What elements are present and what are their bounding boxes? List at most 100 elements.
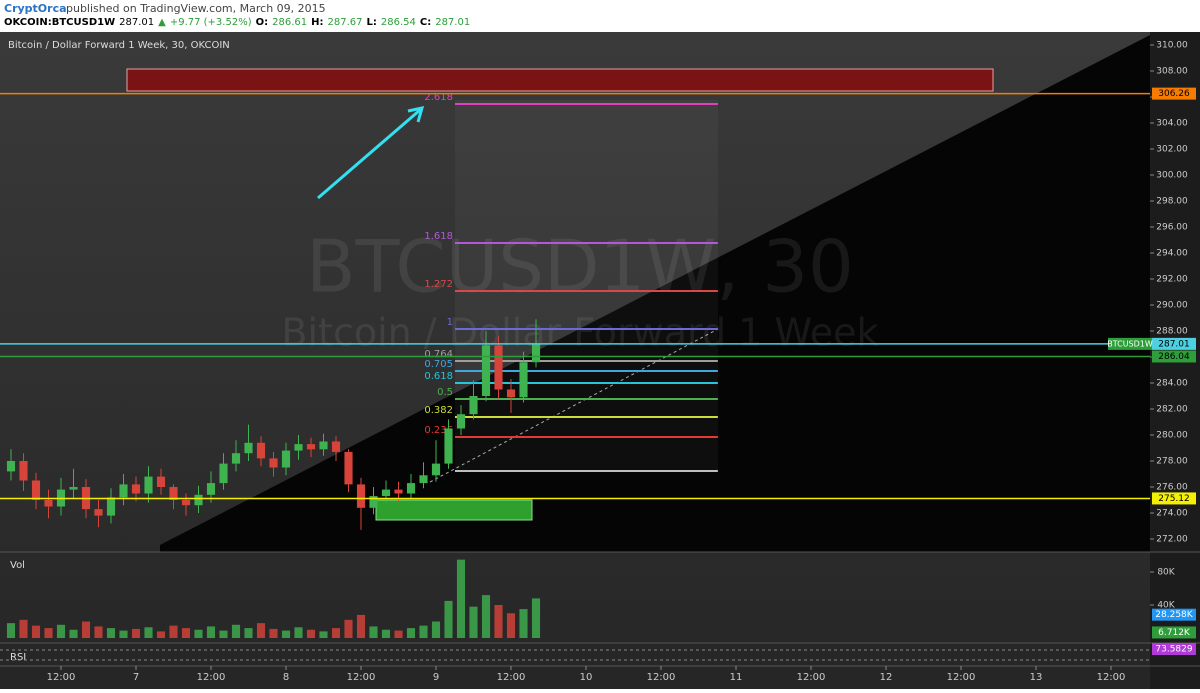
volume-label: 6.712K: [1158, 628, 1191, 638]
x-tick-label: 12:00: [947, 672, 976, 683]
volume-bar: [94, 626, 103, 638]
volume-bar: [119, 630, 128, 638]
candle-body: [381, 489, 391, 497]
candle-body: [156, 476, 166, 487]
trend-line: [429, 328, 719, 483]
shade: [160, 35, 1150, 552]
header-text: ▲: [158, 17, 166, 28]
price-label: 306.26: [1158, 89, 1190, 99]
x-tick-label: 7: [133, 672, 139, 683]
header-text: 287.01: [119, 17, 154, 28]
candle-body: [19, 461, 28, 481]
candle-body: [206, 483, 216, 495]
volume-bar: [244, 628, 253, 638]
candle-body: [119, 484, 128, 498]
fib-label: 2.618: [424, 92, 453, 103]
candle-body: [94, 509, 103, 516]
price-label-bg: [1152, 87, 1196, 100]
candle-body: [244, 442, 253, 454]
candle-body: [169, 487, 178, 500]
candle-body: [406, 483, 416, 494]
candle-body: [356, 484, 366, 508]
pane-title: Vol: [10, 560, 25, 571]
header-text: +9.77 (+3.52%): [170, 17, 252, 28]
candle-body: [456, 414, 466, 429]
volume-bar: [131, 628, 141, 638]
volume-bar: [506, 613, 516, 638]
volume-bar: [294, 627, 303, 638]
volume-bar: [456, 559, 466, 638]
volume-bar: [356, 614, 366, 638]
candle-body: [106, 497, 116, 516]
volume-bar: [6, 623, 16, 638]
fib-bg: [455, 100, 718, 470]
x-tick-label: 12:00: [47, 672, 76, 683]
candle-body: [281, 450, 291, 468]
volume-bar: [481, 595, 491, 638]
x-tick-label: 12:00: [647, 672, 676, 683]
volume-bar: [69, 629, 78, 638]
watermark: BTCUSD1W, 30: [306, 225, 854, 309]
header-text: L:: [366, 17, 376, 28]
volume-bar: [169, 625, 178, 638]
x-tick-label: 12:00: [497, 672, 526, 683]
price-label: 275.12: [1158, 494, 1190, 504]
volume-bar: [219, 630, 228, 638]
candle-body: [394, 489, 403, 494]
volume-bar: [194, 629, 203, 638]
y-tick-label: 308.00: [1156, 67, 1188, 77]
volume-bar: [56, 624, 66, 638]
candle-body: [44, 500, 53, 507]
fib-label: 1: [447, 317, 453, 328]
fib-label: 1.618: [424, 231, 453, 242]
y-tick-label: 274.00: [1156, 509, 1188, 519]
candle-body: [331, 441, 341, 452]
candle-body: [294, 444, 303, 451]
fib-label: 0.236: [424, 425, 453, 436]
author[interactable]: CryptOrca: [4, 2, 67, 15]
volume-bar: [531, 598, 541, 638]
volume-bar: [106, 628, 116, 638]
y-tick-label: 284.00: [1156, 379, 1188, 389]
candle-body: [531, 343, 541, 363]
volume-bar: [306, 629, 316, 638]
arrow-head: [407, 106, 425, 123]
y-tick-label: 302.00: [1156, 145, 1188, 155]
candle-body: [181, 500, 191, 506]
pane-title: RSI: [10, 652, 26, 663]
header-text: C:: [420, 17, 431, 28]
volume-bar: [494, 605, 503, 638]
x-tick-label: 12:00: [347, 672, 376, 683]
price-label-bg: [1152, 492, 1196, 505]
arrow: [317, 108, 421, 200]
candle-body: [231, 453, 241, 464]
volume-bar: [206, 626, 216, 638]
volume-bar: [256, 623, 266, 638]
y-tick-label: 276.00: [1156, 483, 1188, 493]
fib-label: 1.272: [424, 279, 453, 290]
y-tick-label: 296.00: [1156, 223, 1188, 233]
volume-bar: [269, 628, 278, 638]
y-tick-label: 292.00: [1156, 275, 1188, 285]
volume-bar: [44, 628, 53, 638]
header-text: 286.54: [381, 17, 416, 28]
candle-body: [256, 442, 266, 459]
volume-bar: [331, 628, 341, 638]
candle-body: [31, 480, 41, 500]
price-tag: BTCUSD1W: [1107, 339, 1153, 348]
candle-body: [131, 484, 141, 494]
fib-label: 0.764: [424, 349, 453, 360]
volume-bar: [144, 627, 153, 638]
volume-bar: [394, 630, 403, 638]
price-label: 286.04: [1158, 352, 1190, 362]
volume-label-bg: [1152, 626, 1196, 639]
x-tick-label: 8: [283, 672, 289, 683]
volume-bar: [406, 628, 416, 638]
y-tick-label: 288.00: [1156, 327, 1188, 337]
volume-bar: [431, 621, 441, 638]
fib-label: 0.5: [437, 387, 453, 398]
v-tick-label: 80K: [1157, 568, 1175, 578]
candle-body: [431, 463, 441, 476]
y-tick-label: 300.00: [1156, 171, 1188, 181]
volume-bar: [369, 626, 378, 638]
